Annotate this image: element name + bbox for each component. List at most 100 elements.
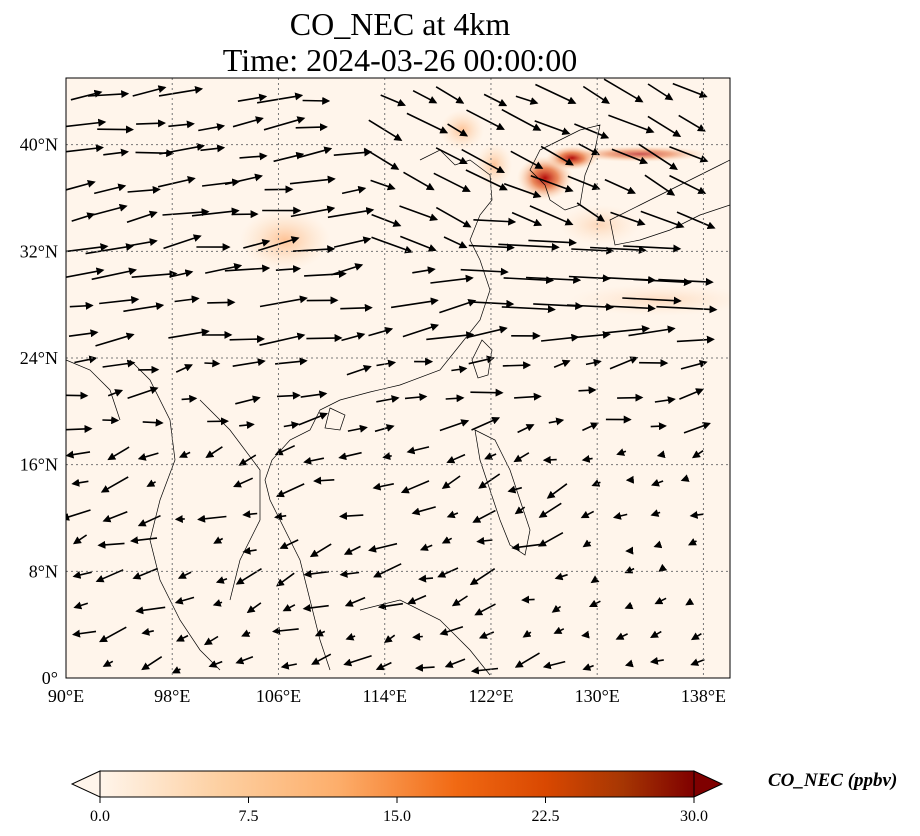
lon-tick-label: 98°E: [154, 686, 190, 706]
wind-arrow: [502, 361, 532, 370]
wind-arrow: [333, 236, 372, 248]
wind-arrow: [141, 627, 154, 636]
colorbar-tick-label: 22.5: [532, 808, 560, 825]
colorbar-tick-label: 15.0: [383, 808, 411, 825]
wind-arrow: [553, 359, 571, 368]
wind-arrow: [588, 599, 601, 608]
wind-arrow: [683, 422, 711, 434]
wind-arrow: [280, 661, 297, 670]
wind-arrow: [538, 502, 562, 518]
wind-arrow: [313, 476, 335, 485]
wind-arrow: [510, 150, 544, 169]
wind-arrow: [468, 325, 508, 338]
wind-arrow: [444, 658, 466, 668]
wind-arrow: [650, 630, 662, 638]
wind-arrow: [174, 295, 200, 304]
coastline-indochina-west: [129, 359, 221, 671]
wind-arrow: [478, 631, 495, 639]
wind-arrow: [465, 169, 508, 191]
wind-arrow: [98, 626, 127, 643]
wind-arrow: [300, 390, 328, 399]
lon-tick-labels: 90°E 98°E 106°E 114°E 122°E 130°E 138°E: [48, 686, 726, 706]
colorbar-tick-label: 30.0: [680, 808, 708, 825]
map-plot-area: [66, 78, 730, 676]
lon-tick-label: 130°E: [575, 686, 620, 706]
wind-arrow: [647, 83, 674, 101]
wind-arrow: [127, 238, 158, 247]
wind-arrow: [272, 626, 299, 635]
wind-arrow: [406, 446, 430, 455]
wind-arrow: [656, 450, 666, 459]
wind-arrow: [623, 244, 682, 253]
wind-arrow: [368, 542, 398, 553]
wind-arrow: [441, 536, 453, 544]
wind-arrow: [298, 146, 333, 159]
wind-arrow: [435, 206, 472, 228]
wind-arrow: [542, 660, 566, 670]
map-background: [66, 78, 730, 678]
wind-arrow: [551, 604, 562, 613]
wind-arrow: [571, 246, 615, 255]
wind-arrow: [72, 629, 97, 638]
wind-arrow: [466, 109, 505, 130]
wind-arrow: [521, 595, 535, 604]
wind-arrow: [372, 482, 394, 491]
wind-arrow: [304, 270, 347, 279]
wind-arrow: [407, 594, 427, 605]
wind-arrow: [685, 597, 695, 606]
wind-arrow: [468, 243, 515, 252]
wind-arrow: [368, 119, 403, 141]
wind-arrow: [137, 514, 161, 527]
wind-arrow: [615, 632, 628, 640]
wind-arrow: [94, 183, 127, 195]
wind-arrow: [259, 332, 306, 346]
wind-arrow: [171, 666, 181, 674]
wind-arrow: [102, 659, 114, 667]
wind-arrow: [200, 144, 226, 153]
wind-arrow: [340, 303, 373, 312]
wind-arrow: [507, 485, 523, 494]
wind-arrow: [399, 205, 439, 222]
wind-arrow: [582, 663, 594, 671]
wind-arrow: [142, 418, 164, 427]
wind-arrow: [468, 355, 495, 365]
wind-arrow: [273, 151, 305, 163]
wind-arrow: [581, 630, 590, 639]
wind-arrow: [653, 540, 663, 549]
wind-arrow: [570, 330, 611, 339]
wind-arrow: [135, 606, 166, 615]
wind-arrow: [283, 421, 300, 430]
lon-tick-label: 122°E: [468, 686, 513, 706]
wind-arrow: [624, 659, 634, 668]
wind-arrow: [303, 456, 325, 465]
wind-arrow: [656, 305, 718, 314]
wind-arrow: [658, 563, 668, 572]
wind-arrow: [498, 242, 560, 251]
wind-arrow: [581, 454, 593, 463]
wind-arrow: [535, 83, 577, 104]
wind-arrow: [298, 412, 328, 426]
colorbar-extend-min: [70, 770, 101, 798]
wind-arrow: [303, 569, 329, 578]
wind-arrow: [97, 540, 125, 549]
wind-arrow: [275, 265, 301, 274]
wind-arrow: [437, 567, 459, 578]
wind-arrow: [74, 355, 98, 364]
colorbar-extend-max: [693, 770, 724, 798]
wind-arrow: [514, 652, 540, 668]
wind-arrow: [517, 424, 535, 434]
wind-arrow: [503, 276, 555, 285]
wind-arrow: [91, 267, 137, 281]
wind-arrow: [676, 211, 716, 230]
wind-arrow: [137, 452, 159, 461]
colorbar-tick-label: 7.5: [239, 808, 259, 825]
wind-arrow: [511, 211, 543, 227]
wind-arrow: [690, 658, 705, 666]
wind-arrow: [435, 86, 465, 104]
wind-arrow: [622, 296, 682, 305]
wind-arrow: [99, 296, 140, 305]
wind-arrow: [650, 422, 667, 431]
wind-arrow: [338, 451, 362, 461]
wind-arrow: [238, 454, 257, 466]
wind-arrow: [242, 510, 258, 519]
